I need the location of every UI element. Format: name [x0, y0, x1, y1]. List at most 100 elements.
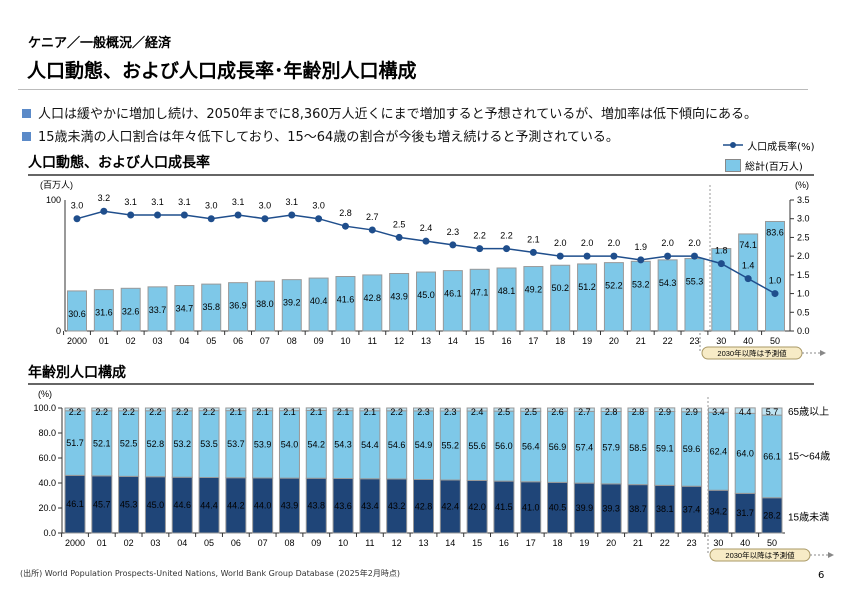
x-tick-label: 08	[287, 336, 297, 346]
growth-rate-point	[610, 252, 618, 260]
growth-rate-label: 2.7	[366, 212, 379, 222]
segment-value-label: 53.9	[254, 439, 272, 449]
segment-value-label: 38.1	[656, 504, 674, 514]
bar-total	[93, 289, 114, 332]
growth-rate-label: 3.1	[151, 197, 164, 207]
x-tick-label: 03	[153, 336, 163, 346]
growth-rate-point	[637, 256, 645, 264]
segment-value-label: 46.1	[66, 499, 84, 509]
bullet-item: 人口は緩やかに増加し続け、2050年までに8,360万人近くにまで増加すると予想…	[22, 103, 757, 122]
y-axis-right-label: (%)	[795, 180, 809, 190]
bullet-square-icon	[22, 132, 31, 141]
growth-rate-label: 2.5	[393, 219, 406, 229]
growth-rate-point	[771, 290, 779, 298]
bar-total	[630, 260, 651, 332]
segment-value-label: 4.4	[739, 407, 752, 417]
segment-value-label: 44.6	[173, 500, 191, 510]
y-tick-label: 3.0	[797, 214, 810, 224]
segment-value-label: 34.2	[710, 507, 728, 517]
growth-rate-label: 2.4	[420, 223, 433, 233]
segment-value-label: 45.3	[120, 500, 138, 510]
growth-rate-label: 2.0	[554, 238, 567, 248]
segment-value-label: 37.4	[683, 505, 701, 515]
bar-value-label: 32.6	[122, 306, 140, 316]
bar-segment	[654, 407, 676, 412]
y-tick-label: 20.0	[38, 503, 56, 513]
growth-rate-point	[503, 245, 511, 253]
bullet-item: 15歳未満の人口割合は年々低下しており、15～64歳の割合が今後も増え続けると予…	[22, 126, 619, 145]
bar-total	[738, 233, 759, 332]
bar-value-label: 53.2	[632, 279, 650, 289]
bar-segment	[359, 407, 381, 412]
growth-rate-point	[180, 211, 188, 219]
bar-segment	[493, 407, 515, 412]
legend-item-growth: 人口成長率(%)	[722, 138, 815, 153]
growth-rate-label: 3.1	[286, 197, 299, 207]
growth-rate-label: 3.0	[71, 201, 84, 211]
forecast-note: 2030年以降は予測値	[725, 550, 795, 560]
segment-value-label: 52.5	[120, 439, 138, 449]
bar-segment	[573, 407, 595, 412]
growth-rate-label: 3.0	[205, 201, 218, 211]
bar-segment	[413, 407, 434, 412]
x-tick-label: 09	[314, 336, 324, 346]
x-tick-label: 01	[99, 336, 109, 346]
growth-rate-label: 1.8	[715, 246, 728, 256]
population-chart: (百万人) (%) 0 100 0.0 0.5 1.0 1.5 2.0 2.5 3.0 3.5 2000…	[40, 180, 826, 360]
segment-value-label: 41.5	[495, 502, 513, 512]
segment-value-label: 2.1	[283, 407, 296, 417]
growth-rate-point	[583, 252, 591, 260]
segment-value-label: 56.9	[549, 442, 567, 452]
y-tick-label: 100	[46, 195, 61, 205]
bar-segment	[305, 407, 327, 411]
x-tick-label: 07	[260, 336, 270, 346]
growth-rate-point	[449, 241, 457, 249]
bar-value-label: 54.3	[659, 278, 677, 288]
segment-value-label: 56.4	[522, 442, 540, 452]
bar-total	[523, 266, 544, 332]
segment-value-label: 59.1	[656, 443, 674, 453]
bar-segment	[547, 407, 569, 412]
bar-total	[711, 248, 732, 332]
segment-value-label: 44.0	[254, 501, 272, 511]
x-tick-label: 09	[311, 538, 321, 548]
bar-segment	[681, 407, 703, 413]
y-tick-label: 1.5	[797, 270, 810, 280]
bar-value-label: 43.9	[390, 291, 408, 301]
bar-segment	[761, 407, 783, 416]
x-tick-label: 15	[475, 336, 485, 346]
segment-value-label: 2.1	[364, 407, 377, 417]
bar-segment	[332, 407, 354, 412]
bar-segment	[144, 407, 166, 412]
bar-total	[174, 285, 195, 332]
y-tick-label: 2.5	[797, 232, 810, 242]
segment-value-label: 39.3	[602, 503, 620, 513]
growth-rate-point	[127, 211, 135, 219]
x-tick-label: 04	[179, 336, 189, 346]
growth-rate-point	[395, 233, 403, 241]
bar-segment	[466, 407, 488, 412]
chart2-title: 年齢別人口構成	[28, 365, 126, 381]
segment-value-label: 2.1	[230, 407, 243, 417]
x-tick-label: 16	[499, 538, 509, 548]
segment-value-label: 43.6	[334, 501, 352, 511]
segment-value-label: 55.6	[468, 441, 486, 451]
bar-total	[657, 259, 678, 332]
divider	[28, 174, 814, 176]
legend-item-total: 総計(百万人)	[722, 158, 815, 173]
bar-value-label: 50.2	[551, 283, 569, 293]
segment-value-label: 54.4	[361, 440, 379, 450]
growth-rate-label: 3.1	[232, 197, 245, 207]
x-tick-label: 11	[368, 336, 377, 346]
x-tick-label: 08	[284, 538, 294, 548]
segment-value-label: 2.7	[578, 407, 591, 417]
segment-value-label: 2.1	[337, 407, 350, 417]
bar-segment	[734, 407, 756, 414]
y-tick-label: 0.0	[797, 326, 810, 336]
x-tick-label: 02	[126, 336, 136, 346]
bar-total	[228, 282, 249, 332]
growth-rate-label: 2.0	[608, 238, 621, 248]
bar-total	[254, 280, 275, 332]
segment-value-label: 2.2	[96, 407, 109, 417]
bar-total	[147, 286, 168, 332]
